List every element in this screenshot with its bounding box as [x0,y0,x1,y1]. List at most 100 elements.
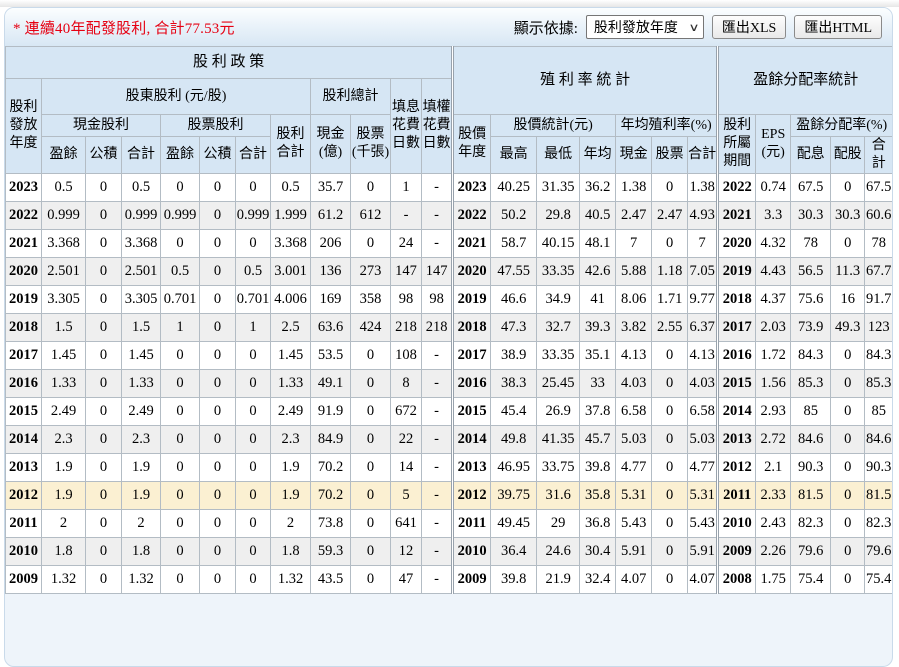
year-cell: 2011 [451,508,492,538]
value-cell: 50.2 [490,200,538,230]
value-cell: 0 [235,452,271,482]
header-cash-surplus: 公積 [85,136,122,174]
value-cell: 123 [864,312,892,342]
value-cell: 0 [85,200,122,230]
value-cell: 3.305 [41,284,86,314]
header-fill-interest-days: 填息 花費 日數 [390,78,422,174]
value-cell: 4.32 [755,228,792,258]
value-cell: 84.3 [790,340,832,370]
value-cell: 3.368 [270,228,311,258]
value-cell: 98 [390,284,422,314]
value-cell: 0 [199,564,236,594]
value-cell: 38.9 [490,340,538,370]
value-cell: 0 [235,172,271,202]
value-cell: 0.74 [755,172,792,202]
year-cell: 2015 [451,396,492,426]
value-cell: 1.9 [41,480,86,510]
header-stock-surplus: 公積 [199,136,236,174]
value-cell: 1.999 [270,200,311,230]
year-cell: 2011 [716,480,757,510]
year-cell: 2019 [5,284,42,314]
header-price-high: 最高 [490,136,538,174]
value-cell: - [420,424,454,454]
value-cell: 36.8 [579,508,617,538]
value-cell: - [420,564,454,594]
value-cell: 4.13 [687,340,719,370]
value-cell: 0.999 [121,200,161,230]
value-cell: 0 [85,340,122,370]
display-basis-select[interactable]: 股利發放年度 ∨ [585,15,704,39]
value-cell: 0 [830,480,866,510]
value-cell: 6.37 [687,312,719,342]
value-cell: 0 [85,312,122,342]
value-cell: 30.3 [790,200,832,230]
value-cell: 2.47 [615,200,653,230]
value-cell: 0.5 [41,172,86,202]
value-cell: 0 [235,368,271,398]
value-cell: 49.1 [310,368,351,398]
year-cell: 2020 [451,256,492,286]
value-cell: 2.33 [755,480,792,510]
value-cell: 24.6 [536,536,581,566]
value-cell: - [420,452,454,482]
section-yield-stats: 殖 利 率 統 計 [451,46,719,115]
value-cell: 3.368 [121,228,161,258]
export-html-button[interactable]: 匯出HTML [794,15,882,39]
value-cell: 5.91 [615,536,653,566]
header-payout-ratio: 盈餘分配率(%) [790,114,892,137]
value-cell: 0 [830,536,866,566]
value-cell: 82.3 [790,508,832,538]
value-cell: 0 [350,564,391,594]
value-cell: 0 [85,172,122,202]
year-cell: 2012 [716,452,757,482]
value-cell: 0 [85,424,122,454]
value-cell: 0.5 [121,172,161,202]
value-cell: - [420,200,454,230]
value-cell: 84.3 [864,340,892,370]
table-row: 2020 2.501 0 2.501 0.5 0 0.5 3.001 136 273 147 147 2… [5,256,892,286]
value-cell: 0 [199,396,236,426]
value-cell: 0 [160,536,200,566]
value-cell: 63.6 [310,312,351,342]
year-cell: 2018 [5,312,42,342]
value-cell: 5.03 [615,424,653,454]
value-cell: 32.7 [536,312,581,342]
value-cell: 36.4 [490,536,538,566]
year-cell: 2014 [716,396,757,426]
value-cell: 0 [651,368,689,398]
value-cell: 0 [85,452,122,482]
value-cell: 612 [350,200,391,230]
value-cell: 2.501 [121,256,161,286]
year-cell: 2021 [451,228,492,258]
value-cell: - [420,340,454,370]
value-cell: 0 [199,340,236,370]
value-cell: 0.5 [160,256,200,286]
header-price-avg: 年均 [579,136,617,174]
value-cell: 2.55 [651,312,689,342]
value-cell: 1.71 [651,284,689,314]
value-cell: 0 [199,312,236,342]
header-eps: EPS (元) [755,114,792,174]
value-cell: 32.4 [579,564,617,594]
value-cell: 0 [160,172,200,202]
value-cell: 29.8 [536,200,581,230]
value-cell: 33.35 [536,340,581,370]
header-dividend-year: 股利 發放 年度 [5,78,42,174]
value-cell: 1.18 [651,256,689,286]
value-cell: 672 [390,396,422,426]
value-cell: 2 [41,508,86,538]
value-cell: - [420,536,454,566]
table-row: 2012 1.9 0 1.9 0 0 0 1.9 70.2 0 5-2012 39.75 31.6 35.… [5,480,892,510]
value-cell: 0 [85,536,122,566]
value-cell: 4.37 [755,284,792,314]
display-basis-value: 股利發放年度 [593,21,678,36]
export-xls-button[interactable]: 匯出XLS [711,15,787,39]
value-cell: 41 [579,284,617,314]
year-cell: 2023 [451,172,492,202]
value-cell: 5.43 [615,508,653,538]
value-cell: 35.7 [310,172,351,202]
value-cell: 147 [390,256,422,286]
value-cell: 1 [390,172,422,202]
value-cell: 0 [235,480,271,510]
value-cell: 79.6 [864,536,892,566]
